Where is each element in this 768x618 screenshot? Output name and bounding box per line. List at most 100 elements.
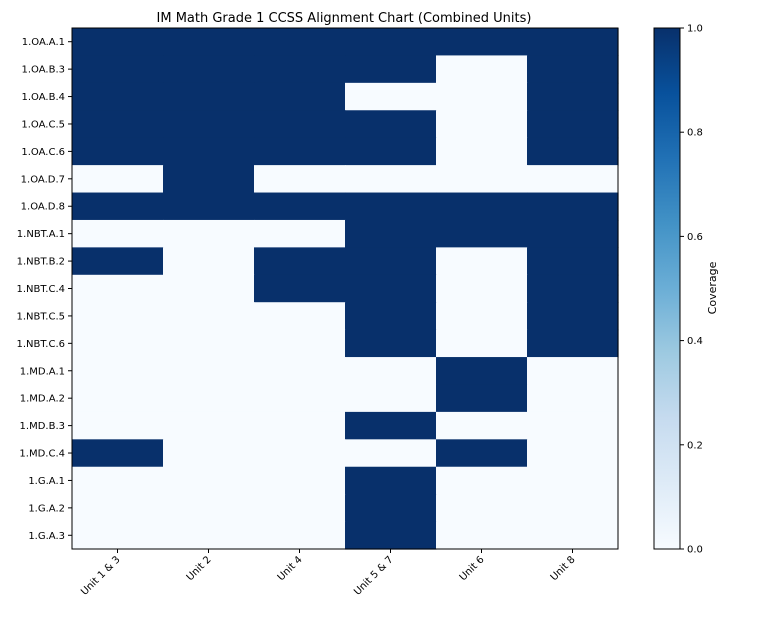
heatmap-cell (345, 494, 437, 523)
heatmap-cell (345, 329, 437, 358)
heatmap-cell (345, 28, 437, 57)
x-tick-label: Unit 2 (185, 554, 214, 583)
heatmap-cell (163, 219, 255, 248)
heatmap-cell (527, 28, 619, 57)
heatmap-cell (345, 82, 437, 111)
y-tick-label: 1.OA.C.6 (21, 147, 65, 158)
colorbar-tick-label: 0.2 (687, 440, 703, 451)
heatmap-cell (72, 357, 164, 386)
heatmap-cell (72, 165, 164, 194)
heatmap-cell (163, 466, 255, 495)
heatmap-cell (345, 274, 437, 303)
heatmap-cell (254, 110, 346, 139)
heatmap-cell (163, 494, 255, 523)
heatmap-cell (436, 329, 528, 358)
colorbar-tick-label: 0.6 (687, 232, 703, 243)
heatmap-cell (163, 55, 255, 84)
heatmap-cell (436, 110, 528, 139)
colorbar-frame (653, 27, 681, 550)
heatmap-cell (527, 110, 619, 139)
heatmap-cell (527, 82, 619, 111)
chart-title: IM Math Grade 1 CCSS Alignment Chart (Co… (157, 11, 532, 26)
heatmap-cell (345, 137, 437, 166)
heatmap-cell (163, 357, 255, 386)
y-tick-label: 1.OA.C.5 (21, 119, 65, 130)
heatmap-cell (345, 165, 437, 194)
heatmap-cell (436, 165, 528, 194)
heatmap-cell (527, 165, 619, 194)
heatmap-cell (345, 411, 437, 440)
x-tick-label: Unit 8 (549, 554, 578, 583)
y-tick-label: 1.NBT.C.6 (16, 339, 65, 350)
y-tick-label: 1.MD.A.1 (20, 366, 65, 377)
heatmap-cell (436, 411, 528, 440)
y-tick-label: 1.NBT.C.5 (16, 311, 65, 322)
heatmap-cell (527, 411, 619, 440)
heatmap-cell (254, 466, 346, 495)
y-tick-label: 1.NBT.B.2 (17, 257, 65, 268)
heatmap-cell (254, 411, 346, 440)
heatmap-cell (436, 247, 528, 276)
heatmap-cell (163, 192, 255, 221)
y-tick-label: 1.OA.A.1 (22, 37, 65, 48)
heatmap-cell (436, 192, 528, 221)
y-tick-label: 1.G.A.3 (28, 531, 65, 542)
heatmap-cell (72, 384, 164, 413)
heatmap-cell (527, 219, 619, 248)
heatmap-cell (527, 192, 619, 221)
y-tick-label: 1.MD.A.2 (20, 394, 65, 405)
heatmap-cell (254, 247, 346, 276)
heatmap-cell (436, 357, 528, 386)
y-tick-label: 1.NBT.C.4 (16, 284, 65, 295)
heatmap-cell (72, 329, 164, 358)
y-tick-label: 1.OA.D.8 (21, 202, 65, 213)
heatmap-cell (527, 55, 619, 84)
colorbar-label: Coverage (706, 261, 719, 314)
heatmap-cell (72, 55, 164, 84)
heatmap-cell (436, 274, 528, 303)
heatmap-cell (72, 466, 164, 495)
colorbar: 0.0 0.2 0.4 0.6 0.8 1.0 Coverage (653, 24, 719, 556)
y-tick-label: 1.MD.B.3 (20, 421, 65, 432)
heatmap-cell (72, 439, 164, 468)
colorbar-tick-label: 1.0 (687, 24, 703, 35)
heatmap-cell (527, 357, 619, 386)
colorbar-tick-label: 0.8 (687, 128, 703, 139)
heatmap-cell (254, 302, 346, 331)
heatmap-cell (254, 384, 346, 413)
heatmap-cell (527, 439, 619, 468)
heatmap-cell (254, 28, 346, 57)
heatmap-cell (527, 247, 619, 276)
heatmap-cell (436, 28, 528, 57)
heatmap-cell (254, 82, 346, 111)
heatmap-cell (72, 521, 164, 550)
heatmap-cell (436, 137, 528, 166)
colorbar-gradient (654, 28, 680, 549)
y-tick-label: 1.OA.B.4 (22, 92, 65, 103)
x-tick-label: Unit 4 (276, 554, 305, 583)
heatmap-cells (72, 28, 619, 550)
heatmap-cell (436, 521, 528, 550)
heatmap-cell (72, 28, 164, 57)
heatmap-cell (436, 384, 528, 413)
heatmap-cell (254, 219, 346, 248)
heatmap-cell (72, 82, 164, 111)
y-tick-label: 1.OA.D.7 (21, 174, 65, 185)
heatmap-cell (163, 274, 255, 303)
heatmap-cell (527, 521, 619, 550)
heatmap-cell (345, 247, 437, 276)
heatmap-cell (163, 384, 255, 413)
heatmap-cell (72, 137, 164, 166)
y-tick-label: 1.G.A.2 (28, 503, 65, 514)
x-tick-label: Unit 5 & 7 (352, 554, 395, 597)
heatmap-cell (254, 357, 346, 386)
heatmap-cell (254, 165, 346, 194)
heatmap-cell (163, 137, 255, 166)
heatmap-cell (163, 82, 255, 111)
heatmap-cell (163, 110, 255, 139)
heatmap-cell (436, 494, 528, 523)
heatmap-cell (436, 55, 528, 84)
y-tick-label: 1.MD.C.4 (19, 449, 65, 460)
y-tick-label: 1.OA.B.3 (22, 65, 65, 76)
